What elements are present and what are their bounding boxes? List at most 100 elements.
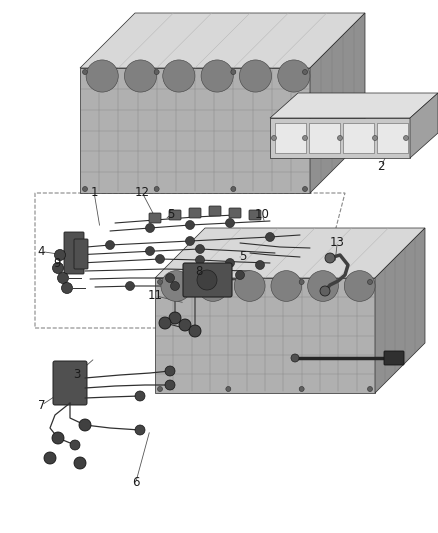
Circle shape xyxy=(195,269,205,278)
Circle shape xyxy=(320,286,330,296)
Circle shape xyxy=(169,312,181,324)
Circle shape xyxy=(195,255,205,264)
FancyBboxPatch shape xyxy=(189,208,201,218)
Circle shape xyxy=(226,279,231,285)
Circle shape xyxy=(163,60,195,92)
Circle shape xyxy=(154,69,159,75)
Circle shape xyxy=(278,60,310,92)
FancyBboxPatch shape xyxy=(64,232,84,274)
Circle shape xyxy=(54,249,66,261)
Circle shape xyxy=(271,271,302,301)
Polygon shape xyxy=(377,123,409,153)
Polygon shape xyxy=(309,123,340,153)
Circle shape xyxy=(240,60,272,92)
Circle shape xyxy=(307,271,339,301)
Circle shape xyxy=(303,135,307,141)
Circle shape xyxy=(70,440,80,450)
Polygon shape xyxy=(80,13,365,68)
Circle shape xyxy=(303,187,307,191)
Circle shape xyxy=(82,69,88,75)
Circle shape xyxy=(272,135,276,141)
Polygon shape xyxy=(270,118,410,158)
Circle shape xyxy=(215,273,225,282)
FancyBboxPatch shape xyxy=(169,210,181,220)
Circle shape xyxy=(231,187,236,191)
Circle shape xyxy=(145,223,155,232)
FancyBboxPatch shape xyxy=(249,210,261,220)
Polygon shape xyxy=(155,278,375,393)
Text: 5: 5 xyxy=(167,208,174,221)
Polygon shape xyxy=(310,13,365,193)
Text: 8: 8 xyxy=(196,265,203,278)
Circle shape xyxy=(344,271,375,301)
Circle shape xyxy=(303,69,307,75)
Circle shape xyxy=(255,261,265,270)
Polygon shape xyxy=(343,123,374,153)
Circle shape xyxy=(231,69,236,75)
Polygon shape xyxy=(275,123,306,153)
Text: 9: 9 xyxy=(53,257,61,270)
Circle shape xyxy=(186,221,194,230)
Circle shape xyxy=(74,457,86,469)
Circle shape xyxy=(299,386,304,392)
Circle shape xyxy=(53,262,64,273)
Circle shape xyxy=(57,272,68,284)
Circle shape xyxy=(52,432,64,444)
FancyBboxPatch shape xyxy=(209,206,221,216)
Circle shape xyxy=(236,271,244,279)
Text: 6: 6 xyxy=(132,476,140,489)
FancyBboxPatch shape xyxy=(74,239,88,269)
Polygon shape xyxy=(375,228,425,393)
Circle shape xyxy=(226,219,234,228)
Circle shape xyxy=(86,60,118,92)
Circle shape xyxy=(124,60,156,92)
Circle shape xyxy=(155,254,165,263)
Circle shape xyxy=(189,325,201,337)
Circle shape xyxy=(161,271,192,301)
Circle shape xyxy=(135,425,145,435)
Circle shape xyxy=(145,246,155,255)
Circle shape xyxy=(159,317,171,329)
Circle shape xyxy=(291,354,299,362)
Circle shape xyxy=(197,270,217,290)
Circle shape xyxy=(135,391,145,401)
Circle shape xyxy=(325,253,335,263)
Circle shape xyxy=(154,187,159,191)
Circle shape xyxy=(226,259,234,268)
Circle shape xyxy=(158,279,162,285)
Circle shape xyxy=(165,380,175,390)
Circle shape xyxy=(126,281,134,290)
Circle shape xyxy=(106,240,114,249)
Text: 5: 5 xyxy=(240,251,247,263)
FancyBboxPatch shape xyxy=(53,361,87,405)
Circle shape xyxy=(198,271,228,301)
Text: 4: 4 xyxy=(38,245,46,258)
Circle shape xyxy=(170,281,180,290)
Circle shape xyxy=(186,237,194,246)
Polygon shape xyxy=(270,93,438,118)
Circle shape xyxy=(226,386,231,392)
Polygon shape xyxy=(155,228,425,278)
Circle shape xyxy=(44,452,56,464)
Text: 7: 7 xyxy=(38,399,46,411)
Polygon shape xyxy=(410,93,438,158)
Circle shape xyxy=(166,273,174,282)
Circle shape xyxy=(265,232,275,241)
Circle shape xyxy=(403,135,409,141)
FancyBboxPatch shape xyxy=(149,213,161,223)
Circle shape xyxy=(82,187,88,191)
Text: 13: 13 xyxy=(330,236,345,249)
FancyBboxPatch shape xyxy=(384,351,404,365)
Circle shape xyxy=(372,135,378,141)
Circle shape xyxy=(165,366,175,376)
Polygon shape xyxy=(80,68,310,193)
Text: 3: 3 xyxy=(73,368,80,381)
FancyBboxPatch shape xyxy=(183,263,232,297)
Circle shape xyxy=(61,282,73,294)
Circle shape xyxy=(367,386,372,392)
Circle shape xyxy=(179,319,191,331)
Circle shape xyxy=(234,271,265,301)
Circle shape xyxy=(201,274,209,284)
Text: 2: 2 xyxy=(377,160,385,173)
Circle shape xyxy=(158,386,162,392)
